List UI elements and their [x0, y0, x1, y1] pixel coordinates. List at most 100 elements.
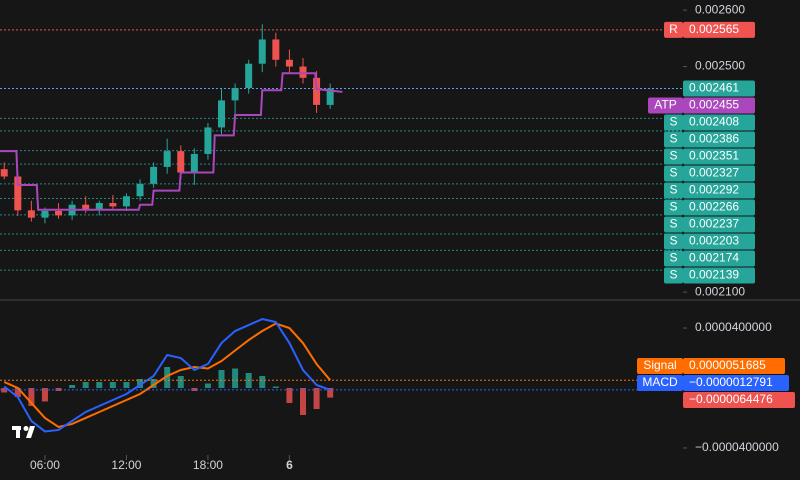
- candle-body: [190, 153, 198, 173]
- badge-value-bg: [683, 199, 755, 216]
- badge-tag: S: [669, 217, 677, 231]
- badge-tag-bg: [664, 216, 683, 233]
- badge-value-bg: [683, 148, 755, 165]
- candle-body: [122, 196, 130, 207]
- candle-body: [326, 88, 334, 105]
- x-tick-label: 6: [286, 458, 293, 472]
- badge-value: 0.002565: [689, 22, 739, 36]
- badge-tag-bg: [664, 21, 683, 38]
- histogram-bar: [286, 387, 293, 403]
- badge-value-bg: [683, 131, 755, 148]
- badge-value: −0.0000012791: [689, 375, 773, 389]
- histogram-bar: [82, 381, 89, 388]
- macd-line: [3, 317, 331, 433]
- badge-tag-bg: [664, 199, 683, 216]
- badge-value-bg: [683, 114, 755, 131]
- badge-value-bg: [683, 97, 755, 114]
- badge-tag-bg: [664, 148, 683, 165]
- logo-part: [26, 426, 35, 438]
- candle-body: [272, 39, 280, 60]
- x-tick-label: 18:00: [193, 458, 223, 472]
- histogram-bar: [150, 378, 157, 388]
- badge-value: 0.002461: [689, 81, 739, 95]
- candle-body: [245, 63, 253, 88]
- candle-body: [95, 203, 103, 210]
- histogram-bar: [109, 381, 116, 388]
- candle-body: [82, 204, 90, 210]
- candle-body: [136, 183, 144, 197]
- histogram-bar: [272, 386, 279, 388]
- tradingview-logo: [12, 426, 35, 438]
- histogram-bar: [313, 387, 320, 409]
- candle-body: [14, 176, 22, 211]
- badge-tag-bg: [664, 250, 683, 267]
- x-tick-label: 06:00: [30, 458, 60, 472]
- badge-value: 0.002351: [689, 149, 739, 163]
- badge-value: 0.002266: [689, 200, 739, 214]
- y-tick-label: −0.0000400000: [695, 440, 779, 454]
- histogram-bar: [218, 370, 225, 388]
- badge-value: 0.002408: [689, 115, 739, 129]
- y-tick-label: 0.0000400000: [695, 320, 772, 334]
- badge-value-bg: [683, 182, 755, 199]
- candle-body: [285, 59, 293, 67]
- badge-value-bg: [683, 267, 755, 284]
- atp-line: [0, 72, 343, 211]
- y-tick-label: 0.002100: [695, 284, 745, 298]
- badge-value: 0.002139: [689, 268, 739, 282]
- badge-value-bg: [683, 21, 755, 38]
- histogram-bar: [232, 368, 239, 388]
- badge-tag-bg: [664, 114, 683, 131]
- histogram-bar: [55, 387, 62, 391]
- histogram-bar: [299, 387, 306, 415]
- candle-body: [258, 39, 266, 64]
- badge-value-bg: [683, 250, 755, 267]
- badge-tag-bg: [664, 267, 683, 284]
- histogram-bar: [327, 387, 334, 398]
- badge-tag: S: [669, 149, 677, 163]
- histogram-bar: [28, 387, 35, 406]
- badge-tag: MACD: [642, 375, 678, 389]
- badge-value: 0.002386: [689, 132, 739, 146]
- badge-tag-bg: [664, 131, 683, 148]
- candle-body: [231, 87, 239, 101]
- badge-value: 0.002292: [689, 183, 739, 197]
- badge-value-bg: [683, 165, 755, 182]
- histogram-bar: [41, 387, 48, 402]
- badge-value: 0.0000051685: [689, 358, 766, 372]
- candle-body: [109, 203, 117, 207]
- badge-tag: S: [669, 268, 677, 282]
- candle-body: [0, 169, 8, 177]
- logo-part: [16, 426, 20, 438]
- logo-part: [23, 426, 29, 431]
- badge-tag: S: [669, 234, 677, 248]
- badge-value-bg: [683, 392, 795, 408]
- histogram-bar: [96, 381, 103, 388]
- candle-body: [163, 151, 171, 167]
- candle-body: [150, 166, 158, 184]
- badge-tag: S: [669, 115, 677, 129]
- candle-body: [41, 210, 49, 218]
- badge-value-bg: [683, 233, 755, 250]
- histogram-bar: [123, 381, 130, 388]
- badge-tag-bg: [637, 375, 683, 391]
- candle-body: [27, 210, 35, 218]
- badge-tag-bg: [664, 182, 683, 199]
- y-tick-label: 0.002500: [695, 59, 745, 73]
- histogram-bar: [259, 376, 266, 388]
- badge-value: 0.002455: [689, 98, 739, 112]
- candle-body: [55, 210, 63, 216]
- histogram-bar: [204, 383, 211, 388]
- badge-value: −0.0000064476: [689, 392, 773, 406]
- candle-body: [218, 100, 226, 128]
- badge-tag-bg: [637, 358, 683, 374]
- candle-body: [177, 151, 185, 173]
- candle-body: [313, 77, 321, 105]
- badge-tag: S: [669, 183, 677, 197]
- histogram-bar: [164, 367, 171, 388]
- x-tick-label: 12:00: [111, 458, 141, 472]
- y-tick-label: 0.002600: [695, 2, 745, 16]
- badge-tag: ATP: [654, 98, 676, 112]
- badge-tag: S: [669, 132, 677, 146]
